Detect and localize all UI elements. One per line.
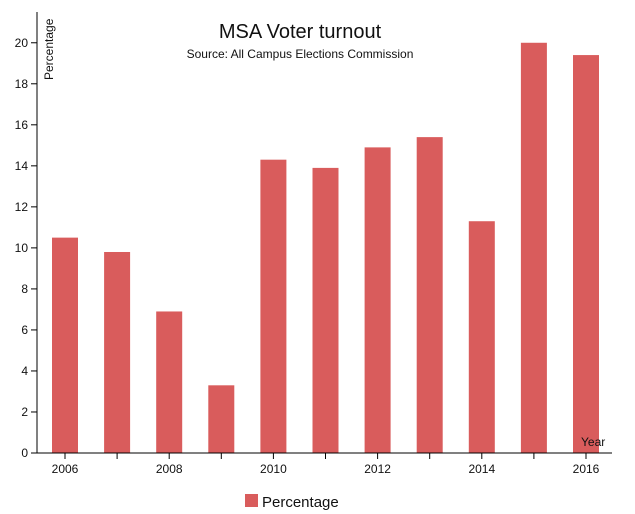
x-axis-label: Year <box>581 435 605 449</box>
bar-2009 <box>208 385 235 453</box>
x-tick-label-2008: 2008 <box>156 462 183 476</box>
chart-title: MSA Voter turnout <box>219 21 382 43</box>
y-tick-label-0: 0 <box>21 446 28 460</box>
y-tick-label-2: 2 <box>21 405 28 419</box>
bar-2014 <box>468 221 495 453</box>
x-tick-label-2016: 2016 <box>573 462 600 476</box>
y-tick-label-16: 16 <box>15 118 29 132</box>
bar-2010 <box>260 159 287 453</box>
y-tick-label-4: 4 <box>21 364 28 378</box>
y-tick-label-14: 14 <box>15 159 29 173</box>
bar-2008 <box>156 311 183 453</box>
y-tick-label-6: 6 <box>21 323 28 337</box>
legend-swatch <box>245 494 258 507</box>
y-tick-label-20: 20 <box>15 36 29 50</box>
x-tick-label-2014: 2014 <box>468 462 495 476</box>
bar-2016 <box>573 55 599 453</box>
bar-2015 <box>520 42 547 454</box>
x-tick-label-2010: 2010 <box>260 462 287 476</box>
bar-2012 <box>364 147 391 453</box>
y-tick-label-12: 12 <box>15 200 29 214</box>
x-tick-label-2006: 2006 <box>52 462 79 476</box>
bar-2013 <box>416 137 443 453</box>
bars-layer <box>52 42 599 454</box>
bar-2011 <box>312 167 339 453</box>
y-axis-label: Percentage <box>42 18 56 80</box>
legend-label: Percentage <box>262 494 339 511</box>
chart-subtitle: Source: All Campus Elections Commission <box>187 47 414 61</box>
y-tick-label-18: 18 <box>15 77 29 91</box>
axes-layer <box>36 12 612 454</box>
bar-2006 <box>52 237 78 453</box>
y-tick-label-8: 8 <box>21 282 28 296</box>
bar-2007 <box>104 251 131 453</box>
y-tick-label-10: 10 <box>15 241 29 255</box>
legend: Percentage <box>245 494 339 511</box>
x-ticks-layer: 2006 2008 2010 2012 2014 2016 <box>52 453 600 476</box>
x-tick-label-2012: 2012 <box>364 462 391 476</box>
y-ticks-layer: 0 2 4 6 8 10 12 14 16 18 20 <box>15 36 37 460</box>
